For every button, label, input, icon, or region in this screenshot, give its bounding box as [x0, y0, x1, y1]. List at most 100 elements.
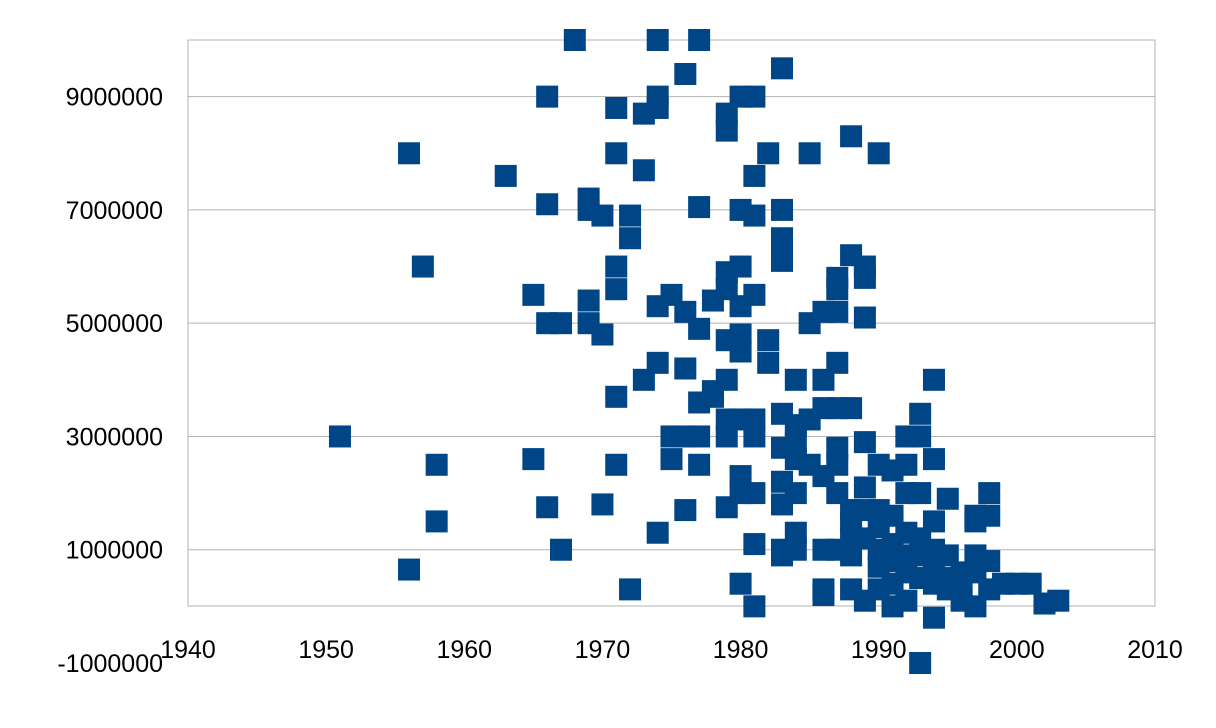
data-point: [688, 453, 711, 476]
data-point: [660, 283, 683, 306]
data-point: [688, 29, 711, 51]
data-point: [715, 278, 738, 301]
data-point: [826, 482, 849, 505]
data-point: [729, 465, 752, 488]
data-point: [826, 300, 849, 323]
y-tick-label: 5000000: [66, 310, 163, 338]
data-point: [549, 312, 572, 335]
data-point: [411, 255, 434, 278]
data-point: [757, 142, 780, 165]
data-point: [1047, 589, 1070, 612]
data-point: [909, 652, 932, 674]
data-point: [784, 538, 807, 561]
data-point: [798, 142, 821, 165]
data-point: [743, 164, 766, 187]
x-tick-label: 1950: [298, 636, 354, 664]
data-point: [536, 496, 559, 519]
data-point: [757, 351, 780, 374]
data-point: [729, 255, 752, 278]
data-point: [577, 289, 600, 312]
data-point: [646, 96, 669, 119]
data-point: [425, 453, 448, 476]
data-point: [784, 368, 807, 391]
data-point: [591, 204, 614, 227]
data-point: [909, 425, 932, 448]
data-point: [619, 578, 642, 601]
data-point: [895, 453, 918, 476]
data-point: [632, 368, 655, 391]
data-point: [328, 425, 351, 448]
data-point: [729, 340, 752, 363]
data-point: [632, 159, 655, 182]
y-axis: -1000000 1000000 3000000 5000000 7000000 9000…: [57, 84, 163, 678]
data-point: [536, 193, 559, 216]
data-point: [743, 482, 766, 505]
data-point: [591, 323, 614, 346]
data-point: [605, 385, 628, 408]
data-point: [840, 544, 863, 567]
data-point: [840, 125, 863, 148]
data-point: [715, 102, 738, 125]
data-point: [494, 164, 517, 187]
data-point: [605, 142, 628, 165]
y-tick-label: 3000000: [66, 423, 163, 451]
data-point: [591, 493, 614, 516]
data-point: [729, 572, 752, 595]
data-point: [784, 431, 807, 454]
data-point: [812, 368, 835, 391]
grid-lines: [188, 96, 1155, 551]
x-tick-label: 1990: [851, 636, 907, 664]
data-point: [563, 29, 586, 51]
data-point: [536, 85, 559, 108]
y-tick-label: 1000000: [66, 537, 163, 565]
data-point: [771, 249, 794, 272]
data-point: [812, 584, 835, 607]
data-points: [328, 29, 1070, 674]
data-point: [853, 266, 876, 289]
data-point: [646, 351, 669, 374]
x-tick-label: 1960: [436, 636, 492, 664]
data-point: [784, 482, 807, 505]
data-point: [605, 96, 628, 119]
data-point: [743, 283, 766, 306]
data-point: [853, 476, 876, 499]
data-point: [605, 278, 628, 301]
data-point: [922, 606, 945, 629]
data-point: [909, 402, 932, 425]
data-point: [867, 142, 890, 165]
data-point: [619, 204, 642, 227]
data-point: [674, 357, 697, 380]
data-point: [964, 595, 987, 618]
data-point: [688, 196, 711, 219]
y-tick-label: 9000000: [66, 84, 163, 112]
data-point: [881, 504, 904, 527]
data-point: [771, 57, 794, 80]
data-point: [646, 29, 669, 51]
data-point: [688, 317, 711, 340]
y-tick-label: -1000000: [57, 650, 163, 678]
data-point: [743, 533, 766, 556]
data-point: [895, 589, 918, 612]
data-point: [853, 306, 876, 329]
data-point: [522, 283, 545, 306]
x-tick-label: 2000: [989, 636, 1045, 664]
data-point: [826, 351, 849, 374]
data-point: [826, 278, 849, 301]
data-point: [605, 453, 628, 476]
data-point: [936, 544, 959, 567]
data-point: [922, 510, 945, 533]
data-point: [978, 550, 1001, 573]
x-tick-label: 1980: [713, 636, 769, 664]
data-point: [674, 300, 697, 323]
data-point: [826, 436, 849, 459]
data-point: [398, 142, 421, 165]
data-point: [619, 227, 642, 250]
data-point: [978, 482, 1001, 505]
data-point: [715, 119, 738, 142]
data-point: [729, 323, 752, 346]
x-tick-label: 1940: [160, 636, 216, 664]
data-point: [853, 431, 876, 454]
data-point: [701, 385, 724, 408]
data-point: [784, 521, 807, 544]
